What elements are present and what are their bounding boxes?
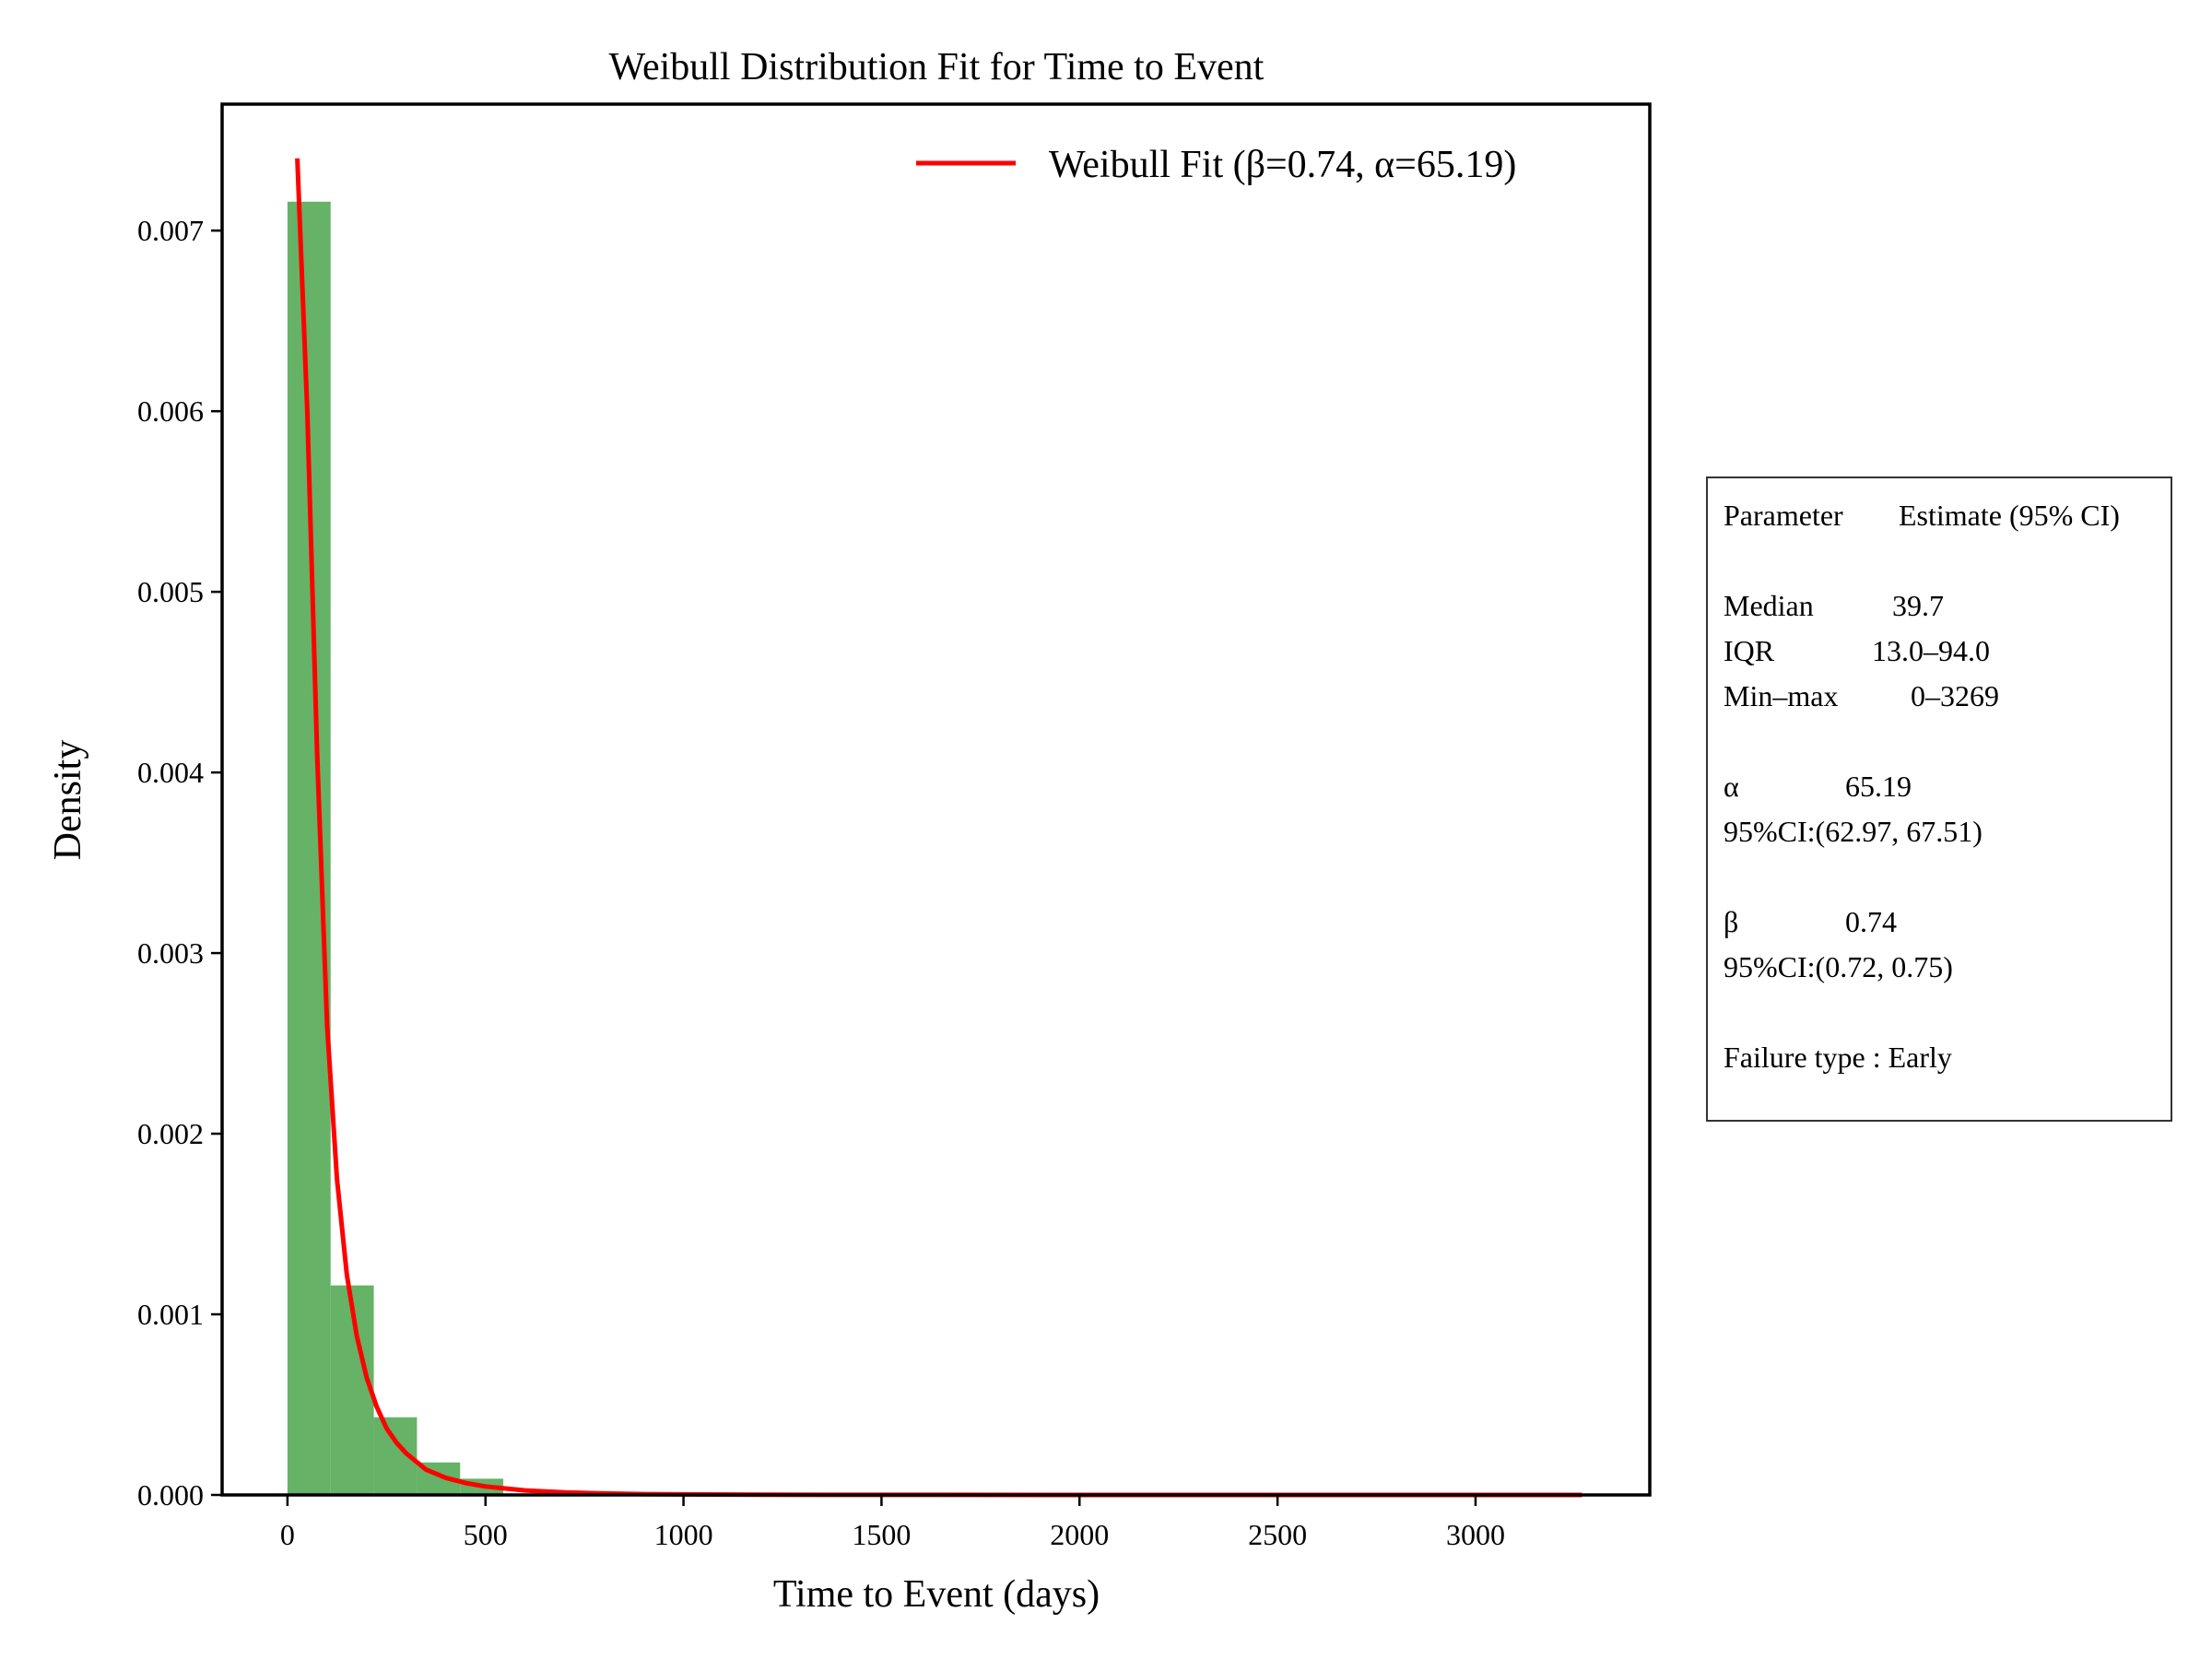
stats-minmax-label: Min–max: [1724, 679, 1839, 712]
x-tick-label: 1000: [654, 1518, 713, 1551]
stats-beta-row: β 0.74: [1724, 900, 2171, 945]
stats-iqr-label: IQR: [1724, 634, 1775, 667]
y-tick-label: 0.001: [137, 1298, 204, 1331]
stats-minmax-row: Min–max 0–3269: [1724, 674, 2171, 719]
stats-alpha-label: α: [1724, 770, 1739, 803]
y-tick-label: 0.000: [137, 1478, 204, 1512]
y-tick-label: 0.004: [137, 756, 204, 789]
stats-median-value: 39.7: [1892, 589, 1944, 622]
legend-label: Weibull Fit (β=0.74, α=65.19): [1049, 144, 1516, 186]
stats-beta-value: 0.74: [1845, 905, 1897, 938]
y-tick-label: 0.006: [137, 394, 204, 428]
stats-minmax-value: 0–3269: [1911, 679, 1999, 712]
stats-median-row: Median 39.7: [1724, 583, 2171, 629]
legend: Weibull Fit (β=0.74, α=65.19): [916, 144, 1516, 186]
y-axis-label: Density: [47, 740, 89, 861]
stats-header-value: Estimate (95% CI): [1899, 499, 2120, 532]
stats-header-label: Parameter: [1724, 499, 1843, 532]
y-tick-label: 0.007: [137, 214, 204, 247]
x-axis-ticks: 0 500 1000 1500 2000 2500 3000: [280, 1495, 1505, 1551]
x-tick-label: 2500: [1248, 1518, 1307, 1551]
x-tick-label: 500: [464, 1518, 508, 1551]
stats-failure-type: Failure type : Early: [1724, 1041, 1952, 1074]
x-axis-label: Time to Event (days): [773, 1573, 1100, 1616]
stats-header-row: Parameter Estimate (95% CI): [1724, 493, 2171, 538]
stats-iqr-value: 13.0–94.0: [1872, 634, 1990, 667]
x-tick-label: 0: [280, 1518, 295, 1551]
stats-iqr-row: IQR 13.0–94.0: [1724, 629, 2171, 674]
stats-median-label: Median: [1724, 589, 1814, 622]
weibull-fit-line-0: [295, 158, 1583, 1498]
y-tick-label: 0.002: [137, 1117, 204, 1150]
y-tick-label: 0.005: [137, 575, 204, 608]
stats-beta-label: β: [1724, 905, 1739, 938]
x-tick-label: 3000: [1446, 1518, 1505, 1551]
plot-frame: [220, 102, 1652, 1497]
stats-alpha-value: 65.19: [1845, 770, 1912, 803]
stats-alpha-row: α 65.19: [1724, 764, 2171, 809]
fit-line-layer: [295, 158, 1583, 1498]
parameter-stats-box: Parameter Estimate (95% CI) Median 39.7 IQ…: [1706, 477, 2172, 1122]
stats-alpha-ci: 95%CI:(62.97, 67.51): [1724, 815, 1983, 848]
chart-title: Weibull Distribution Fit for Time to Eve…: [609, 46, 1265, 88]
x-tick-label: 1500: [852, 1518, 911, 1551]
stats-beta-ci: 95%CI:(0.72, 0.75): [1724, 950, 1953, 983]
y-tick-label: 0.003: [137, 936, 204, 970]
y-axis-ticks: 0.000 0.001 0.002 0.003 0.004 0.005 0.006 0.007: [137, 214, 222, 1512]
x-tick-label: 2000: [1050, 1518, 1109, 1551]
histogram-bar-0: [287, 201, 331, 1496]
